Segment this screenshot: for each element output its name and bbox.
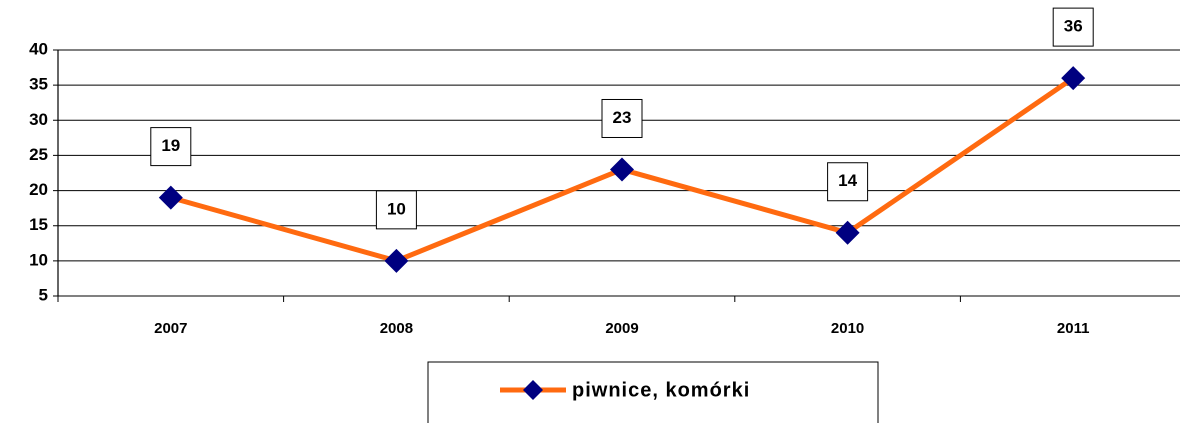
x-tick-label: 2011 — [1057, 320, 1090, 337]
data-label-box — [601, 98, 643, 138]
y-tick-label: 40 — [29, 39, 48, 58]
marker — [384, 248, 409, 273]
x-tick-label: 2007 — [154, 320, 187, 337]
legend-label: piwnice, komórki — [572, 379, 750, 401]
y-tick-label: 35 — [29, 75, 48, 94]
y-tick-label: 20 — [29, 180, 48, 199]
y-tick-label: 15 — [29, 215, 48, 234]
data-label-box — [375, 190, 417, 230]
data-label: 14 — [838, 171, 857, 190]
marker — [610, 157, 634, 182]
legend-marker — [523, 380, 543, 400]
y-tick-label: 30 — [29, 110, 48, 129]
data-label: 36 — [1064, 17, 1083, 36]
marker — [835, 220, 860, 245]
data-label-box — [150, 127, 192, 167]
data-label: 19 — [161, 136, 180, 155]
marker — [158, 185, 183, 210]
data-label-box — [1052, 7, 1094, 47]
x-tick-label: 2010 — [831, 320, 864, 337]
data-label: 10 — [387, 199, 406, 218]
data-label: 23 — [613, 108, 632, 127]
y-tick-label: 25 — [29, 145, 48, 164]
marker — [1061, 66, 1086, 91]
y-tick-label: 10 — [29, 250, 48, 269]
x-tick-label: 2008 — [380, 320, 413, 337]
data-label-box — [827, 162, 869, 202]
y-tick-label: 5 — [39, 285, 48, 304]
x-tick-label: 2009 — [605, 320, 638, 337]
